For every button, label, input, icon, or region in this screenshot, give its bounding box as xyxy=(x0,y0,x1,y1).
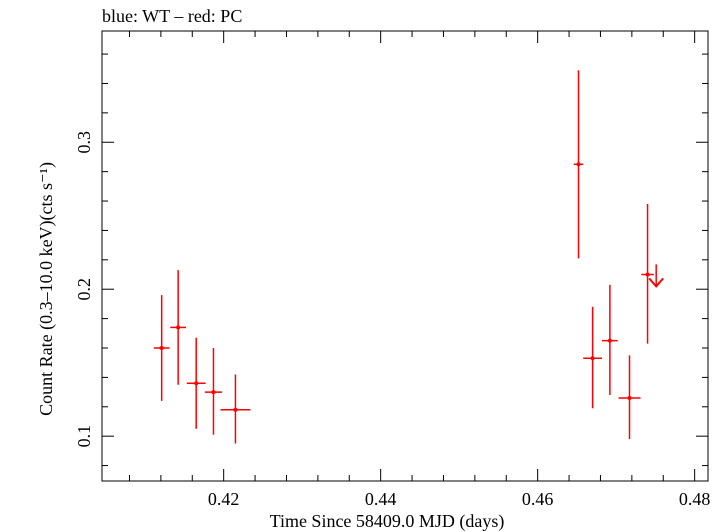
data-point xyxy=(153,295,170,401)
data-point xyxy=(573,70,584,259)
x-tick-label: 0.42 xyxy=(208,489,240,509)
chart-title: blue: WT – red: PC xyxy=(102,6,242,26)
upper-limit-arrowhead xyxy=(648,277,664,288)
data-marks-layer xyxy=(153,70,664,444)
upper-limit-marker xyxy=(648,264,664,288)
y-tick-label: 0.1 xyxy=(74,425,94,448)
point-marker xyxy=(627,395,632,400)
x-axis-label: Time Since 58409.0 MJD (days) xyxy=(270,511,505,532)
point-marker xyxy=(159,345,164,350)
data-point xyxy=(170,270,186,385)
data-point xyxy=(583,306,603,409)
data-point xyxy=(618,355,641,440)
point-marker xyxy=(233,407,238,412)
data-point xyxy=(204,347,223,435)
point-marker xyxy=(590,356,595,361)
data-point xyxy=(641,203,654,344)
y-axis-label: Count Rate (0.3–10.0 keV)(cts s⁻¹) xyxy=(36,162,57,416)
x-tick-label: 0.46 xyxy=(522,489,554,509)
data-point xyxy=(220,374,251,444)
point-marker xyxy=(211,390,216,395)
data-point xyxy=(602,284,618,396)
point-marker xyxy=(645,272,650,277)
point-marker xyxy=(607,338,612,343)
point-marker xyxy=(576,162,581,167)
y-tick-label: 0.3 xyxy=(74,131,94,154)
plot-frame xyxy=(101,30,709,482)
y-tick-label: 0.2 xyxy=(74,278,94,301)
x-tick-label: 0.44 xyxy=(365,489,397,509)
point-marker xyxy=(176,325,181,330)
axes-layer: 0.42 0.44 0.46 0.48 0.1 0.2 0.3 xyxy=(74,31,710,509)
point-marker xyxy=(194,381,199,386)
data-point xyxy=(186,337,206,429)
x-tick-label: 0.48 xyxy=(679,489,711,509)
